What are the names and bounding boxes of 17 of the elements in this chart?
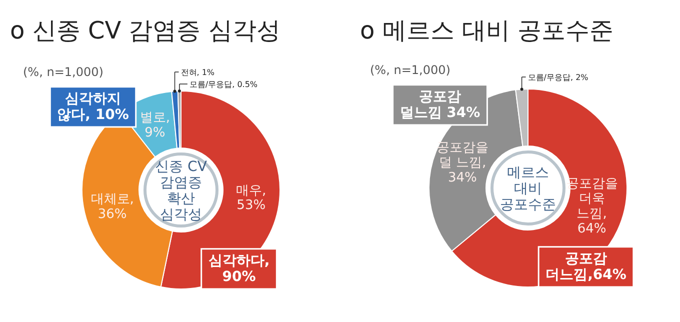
slice-label: 대체로, 36% <box>90 192 134 222</box>
text: 신종 CV 감염증 확산 심각성 <box>155 158 208 224</box>
slice-label: 모름/무응답, 0.5% <box>189 80 258 89</box>
slice-label: 별로, 9% <box>140 110 170 141</box>
slice-label: 공포감을 덜 느낌, 34% <box>436 140 488 186</box>
slice-label: 전혀, 1% <box>180 68 215 77</box>
slice-label: 모름/무응답, 2% <box>528 72 589 82</box>
text: 메르스 대비 공포수준 <box>500 164 556 213</box>
text: 심각하다, 90% <box>208 252 270 285</box>
text: (%, n=1,000) <box>370 63 450 78</box>
text: 공포감 덜느낌 34% <box>400 88 480 121</box>
text: (%, n=1,000) <box>23 65 104 80</box>
text: 공포감 더느낌,64% <box>546 250 626 283</box>
chart-title: o 메르스 대비 공포수준 <box>360 16 614 44</box>
text: 심각하지 않다, 10% <box>57 90 129 123</box>
slice-label: 매우, 53% <box>236 183 266 214</box>
chart-title: o 신종 CV 감염증 심각성 <box>10 16 280 44</box>
